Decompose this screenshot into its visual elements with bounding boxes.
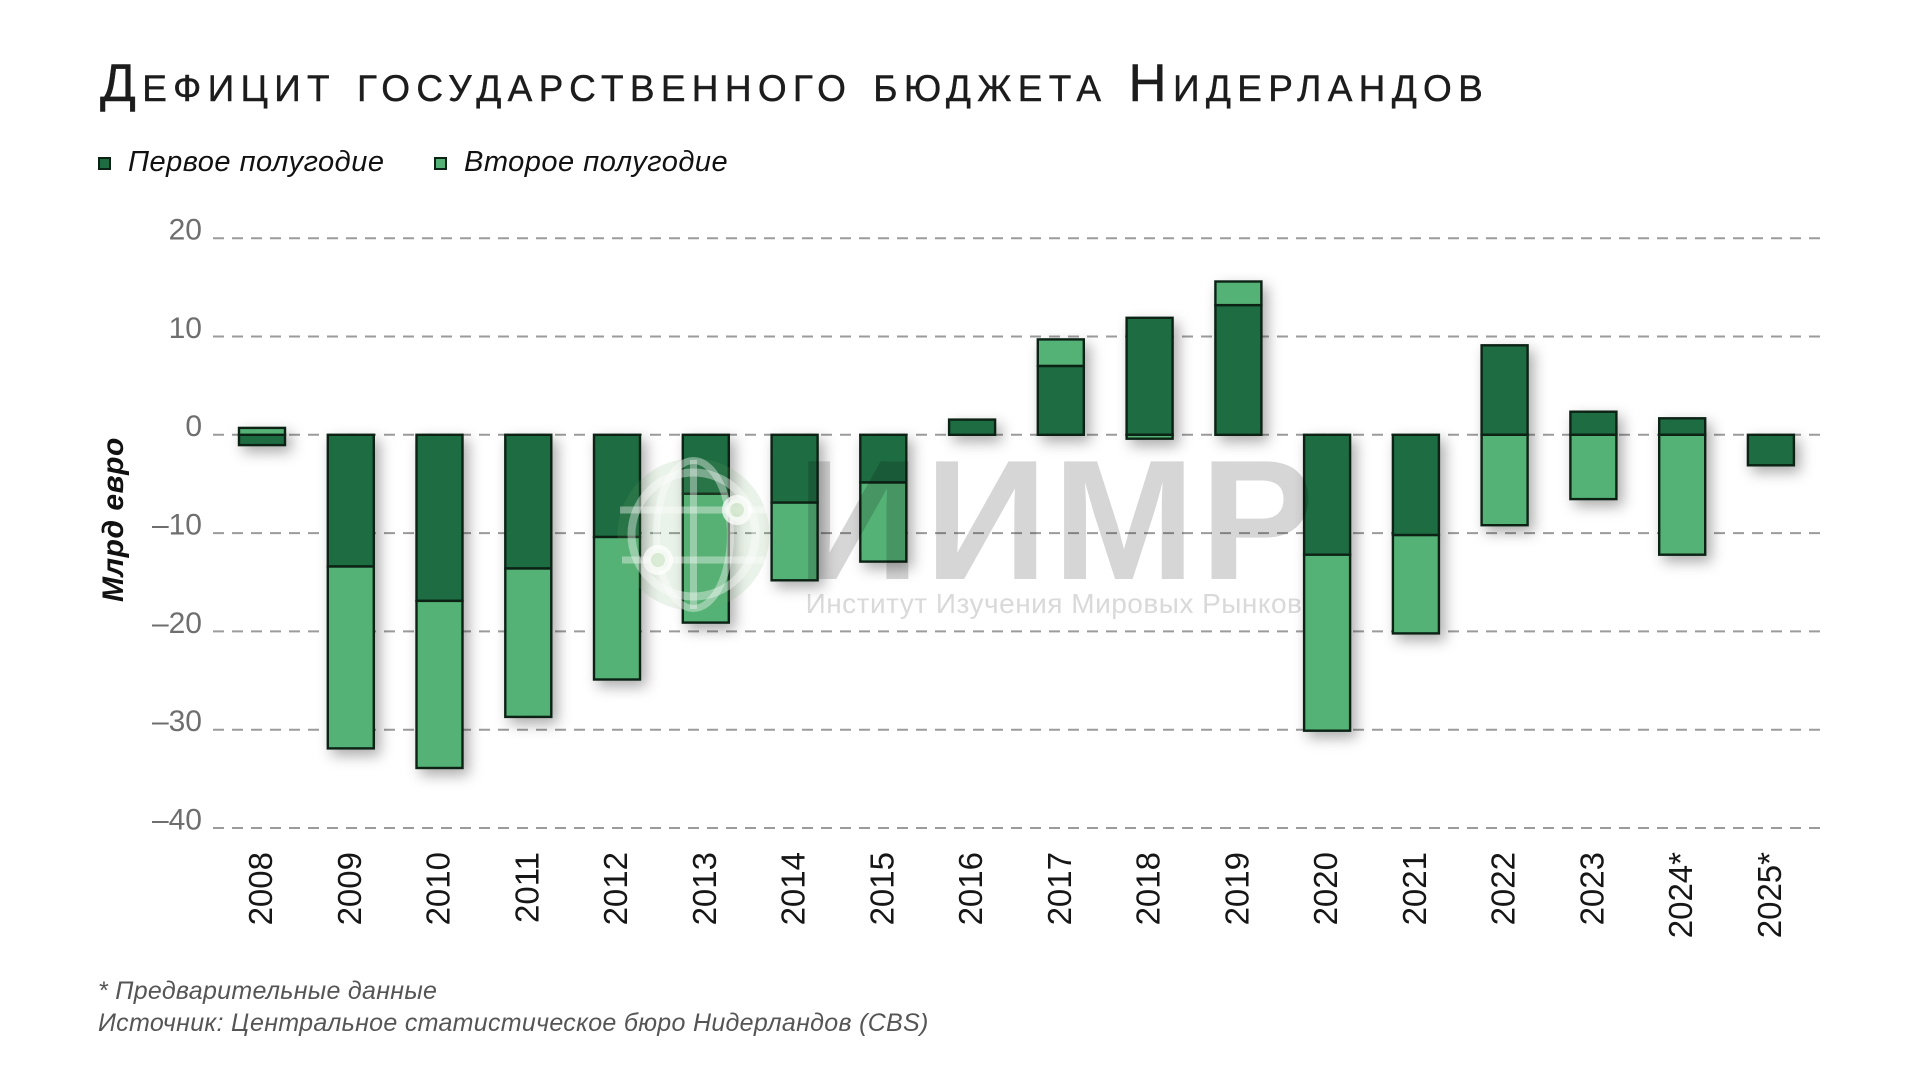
svg-text:2017: 2017: [1041, 852, 1078, 925]
svg-text:2019: 2019: [1218, 852, 1255, 925]
svg-text:2022: 2022: [1485, 852, 1522, 925]
svg-text:2018: 2018: [1130, 852, 1167, 925]
svg-text:20: 20: [169, 214, 202, 247]
svg-text:2020: 2020: [1307, 852, 1344, 925]
svg-text:Млрд евро: Млрд евро: [97, 437, 130, 602]
svg-text:2014: 2014: [775, 852, 812, 925]
svg-text:2023: 2023: [1573, 852, 1610, 925]
svg-text:2008: 2008: [242, 852, 279, 925]
svg-text:Институт Изучения Мировых Рынк: Институт Изучения Мировых Рынков: [806, 588, 1303, 619]
svg-text:–30: –30: [152, 705, 202, 738]
svg-text:–40: –40: [152, 803, 202, 836]
svg-text:2016: 2016: [952, 852, 989, 925]
svg-text:2010: 2010: [420, 852, 457, 925]
svg-text:2024*: 2024*: [1662, 852, 1699, 938]
svg-text:2011: 2011: [508, 852, 545, 923]
svg-text:0: 0: [185, 410, 202, 443]
svg-text:2012: 2012: [597, 852, 634, 925]
svg-text:2021: 2021: [1396, 852, 1433, 925]
svg-text:2015: 2015: [863, 852, 900, 925]
svg-text:2013: 2013: [686, 852, 723, 925]
svg-text:2009: 2009: [331, 852, 368, 925]
svg-text:–20: –20: [152, 607, 202, 640]
svg-text:ИИМР: ИИМР: [797, 425, 1319, 616]
svg-text:–10: –10: [152, 509, 202, 542]
svg-text:10: 10: [169, 312, 202, 345]
svg-text:2025*: 2025*: [1751, 852, 1788, 938]
